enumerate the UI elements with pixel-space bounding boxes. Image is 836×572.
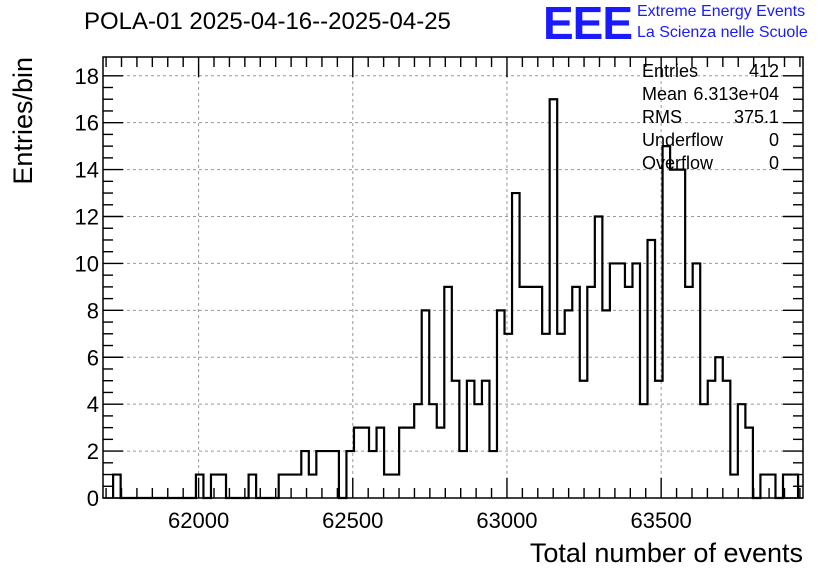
y-tick-label: 8 xyxy=(87,298,99,323)
stats-value: 6.313e+04 xyxy=(693,84,779,104)
stats-label: Mean xyxy=(642,84,687,104)
x-tick-label: 63000 xyxy=(476,508,537,533)
stats-value: 412 xyxy=(749,61,779,81)
x-tick-label: 63500 xyxy=(631,508,692,533)
stats-label: RMS xyxy=(642,107,682,127)
stats-value: 0 xyxy=(769,130,779,150)
y-tick-label: 4 xyxy=(87,392,99,417)
eee-logo-mark: EEE xyxy=(543,0,633,49)
grid-lines xyxy=(103,57,803,498)
stats-box: Entries 412 Mean 6.313e+04 RMS 375.1 Underflow… xyxy=(642,61,779,173)
stats-value: 0 xyxy=(769,153,779,173)
y-tick-label: 6 xyxy=(87,345,99,370)
y-tick-label: 0 xyxy=(87,486,99,511)
plot-frame xyxy=(102,56,804,499)
y-tick-label: 18 xyxy=(75,64,99,89)
logo-text-line1: Extreme Energy Events xyxy=(637,3,806,20)
x-axis-label: Total number of events xyxy=(530,538,803,568)
y-tick-label: 2 xyxy=(87,439,99,464)
stats-label: Entries xyxy=(642,61,698,81)
stats-label: Overflow xyxy=(642,153,714,173)
stats-label: Underflow xyxy=(642,130,724,150)
histogram-outline xyxy=(112,98,800,500)
x-tick-label: 62500 xyxy=(322,508,383,533)
y-axis-label: Entries/bin xyxy=(8,57,38,185)
x-tick-label: 62000 xyxy=(168,508,229,533)
y-tick-label: 10 xyxy=(75,251,99,276)
plot-title: POLA-01 2025-04-16--2025-04-25 xyxy=(84,8,451,35)
tick-labels: 62000 62500 63000 63500 0 2 4 6 8 10 12 14 16 18 xyxy=(75,64,692,533)
y-tick-label: 16 xyxy=(75,111,99,136)
y-tick-label: 12 xyxy=(75,205,99,230)
stats-value: 375.1 xyxy=(734,107,779,127)
y-tick-label: 14 xyxy=(75,158,99,183)
logo-text-line2: La Scienza nelle Scuole xyxy=(637,24,808,41)
